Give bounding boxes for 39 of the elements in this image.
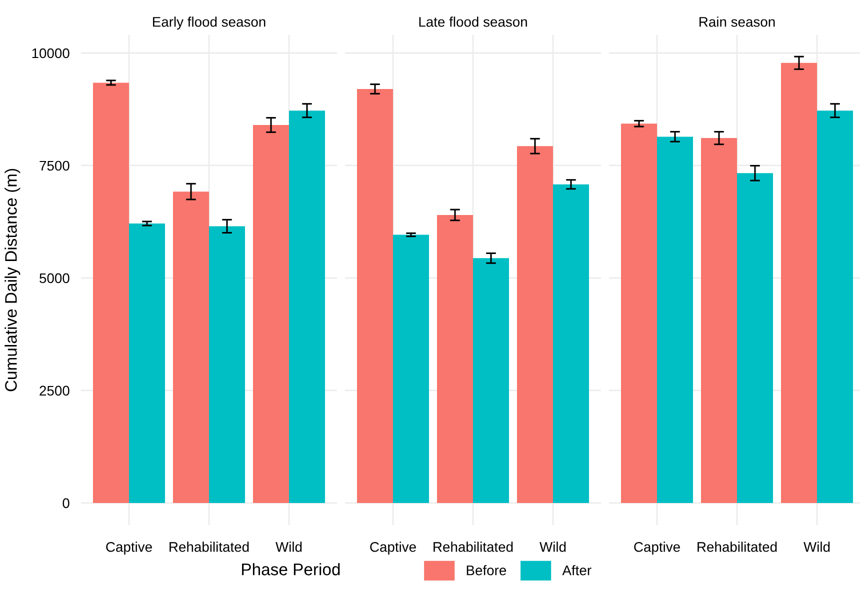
bar bbox=[781, 62, 817, 503]
x-tick-label: Wild bbox=[804, 542, 830, 552]
y-axis-title: Cumulative Daily Distance (m) bbox=[4, 168, 20, 392]
bar bbox=[437, 214, 473, 503]
x-tick-label: Rehabilitated bbox=[434, 542, 513, 552]
chart-title: Early flood season bbox=[153, 16, 266, 30]
bar bbox=[357, 88, 393, 503]
x-tick-label: Wild bbox=[276, 542, 302, 552]
y-tick-label: 5000 bbox=[40, 273, 70, 284]
chart-title: Rain season bbox=[700, 16, 775, 27]
x-tick-label: Rehabilitated bbox=[698, 542, 777, 552]
bar bbox=[701, 138, 737, 503]
bar bbox=[737, 173, 773, 503]
bar bbox=[393, 234, 429, 503]
y-tick-label: 7500 bbox=[40, 160, 70, 171]
x-tick-label: Captive bbox=[634, 542, 680, 555]
x-tick-label: Captive bbox=[106, 542, 152, 555]
bar bbox=[289, 110, 325, 503]
bar bbox=[209, 226, 245, 503]
bar bbox=[253, 124, 289, 503]
bar bbox=[621, 124, 657, 503]
bar bbox=[817, 110, 853, 503]
bar bbox=[553, 184, 589, 503]
bar bbox=[657, 136, 693, 503]
bar bbox=[517, 146, 553, 503]
y-tick-label: 2500 bbox=[40, 386, 70, 396]
bar bbox=[129, 224, 165, 503]
x-tick-label: Captive bbox=[370, 542, 416, 555]
x-tick-label: Rehabilitated bbox=[170, 542, 249, 552]
y-tick-label: 0 bbox=[62, 498, 70, 508]
chart-title: Late flood season bbox=[419, 16, 527, 27]
legend-label: After bbox=[562, 565, 592, 576]
bar bbox=[93, 82, 129, 503]
legend-title: Phase Period bbox=[242, 563, 340, 576]
legend-label: Before bbox=[466, 565, 506, 576]
bar bbox=[173, 192, 209, 503]
bar bbox=[473, 258, 509, 503]
x-tick-label: Wild bbox=[540, 542, 566, 552]
y-tick-label: 10000 bbox=[32, 48, 70, 58]
